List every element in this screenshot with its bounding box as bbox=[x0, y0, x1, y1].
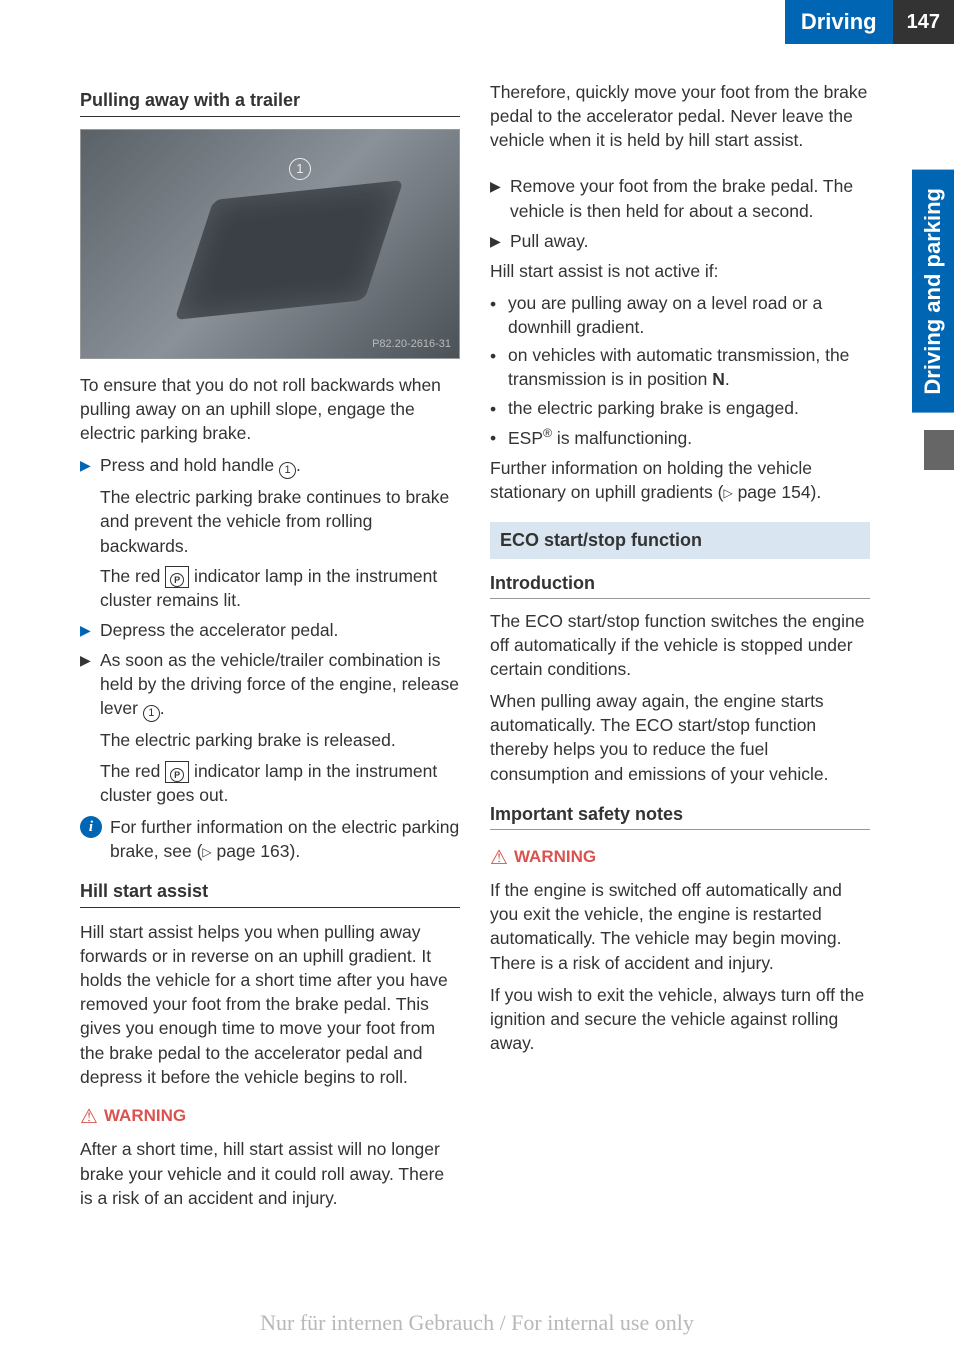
text: ESP bbox=[508, 428, 543, 448]
step-body: Pull away. bbox=[510, 229, 870, 253]
list-item: • you are pulling away on a level road o… bbox=[490, 291, 870, 339]
text: page 154). bbox=[733, 482, 822, 502]
warning-label: WARNING bbox=[514, 847, 596, 866]
heading-hill-start: Hill start assist bbox=[80, 879, 460, 908]
heading-trailer: Pulling away with a trailer bbox=[80, 88, 460, 117]
warning-triangle-icon: ⚠ bbox=[490, 845, 508, 873]
heading-safety-notes: Important safety notes bbox=[490, 802, 870, 830]
parking-indicator-icon: P bbox=[165, 761, 189, 783]
step-body: Depress the accelerator pedal. bbox=[100, 618, 460, 642]
heading-introduction: Introduction bbox=[490, 571, 870, 599]
figure-callout-1: 1 bbox=[289, 158, 311, 180]
text: The red bbox=[100, 761, 165, 781]
figure-shape bbox=[175, 180, 404, 320]
info-icon: i bbox=[80, 816, 102, 838]
step-body: Press and hold handle 1. bbox=[100, 453, 460, 479]
bullet-text: on vehicles with automatic transmission,… bbox=[508, 343, 870, 391]
info-note: i For further information on the electri… bbox=[80, 815, 460, 863]
bullet-text: you are pulling away on a level road or … bbox=[508, 291, 870, 339]
step-body: As soon as the vehicle/trailer combinati… bbox=[100, 648, 460, 722]
warning-heading: ⚠ WARNING bbox=[490, 844, 870, 873]
warning-paragraph: If the engine is switched off automatica… bbox=[490, 878, 870, 975]
text-bold: N bbox=[712, 369, 725, 389]
bullet-icon: • bbox=[490, 343, 508, 391]
step-pull-away: ▶ Pull away. bbox=[490, 229, 870, 253]
figure-parking-brake: 1 P82.20-2616-31 bbox=[80, 129, 460, 359]
warning-triangle-icon: ⚠ bbox=[80, 1104, 98, 1132]
step-text-end: . bbox=[160, 698, 165, 718]
step-depress-accelerator: ▶ Depress the accelerator pedal. bbox=[80, 618, 460, 642]
figure-id: P82.20-2616-31 bbox=[372, 337, 451, 352]
eco-paragraph-1: The ECO start/stop function switches the… bbox=[490, 609, 870, 681]
list-item: • ESP® is malfunctioning. bbox=[490, 425, 870, 450]
text: The red bbox=[100, 566, 165, 586]
bullet-icon: • bbox=[490, 291, 508, 339]
warning-label: WARNING bbox=[104, 1106, 186, 1125]
bullet-text: the electric parking brake is engaged. bbox=[508, 396, 870, 421]
section-heading-eco: ECO start/stop function bbox=[490, 522, 870, 559]
eco-paragraph-2: When pulling away again, the engine star… bbox=[490, 689, 870, 786]
side-thumb-marker bbox=[924, 430, 954, 470]
page-ref-icon: ▷ bbox=[202, 844, 211, 861]
step-arrow-icon: ▶ bbox=[80, 648, 100, 722]
content-area: Pulling away with a trailer 1 P82.20-261… bbox=[80, 80, 870, 1218]
step-sub-text: The red P indicator lamp in the instrume… bbox=[100, 564, 460, 612]
text: page 163). bbox=[212, 841, 301, 861]
left-column: Pulling away with a trailer 1 P82.20-261… bbox=[80, 80, 460, 1218]
warning-continuation: Therefore, quickly move your foot from t… bbox=[490, 80, 870, 152]
registered-mark: ® bbox=[543, 426, 552, 440]
step-arrow-icon: ▶ bbox=[490, 229, 510, 253]
text: on vehicles with automatic transmission,… bbox=[508, 345, 849, 389]
step-release-lever: ▶ As soon as the vehicle/trailer combina… bbox=[80, 648, 460, 722]
watermark-text: Nur für internen Gebrauch / For internal… bbox=[0, 1310, 954, 1336]
side-tab: Driving and parking bbox=[912, 170, 954, 413]
step-sub-text: The red P indicator lamp in the instrume… bbox=[100, 759, 460, 807]
list-item: • the electric parking brake is engaged. bbox=[490, 396, 870, 421]
trailer-intro-text: To ensure that you do not roll backwards… bbox=[80, 373, 460, 445]
step-text-end: . bbox=[296, 455, 301, 475]
warning-paragraph: If you wish to exit the vehicle, always … bbox=[490, 983, 870, 1055]
page-ref-icon: ▷ bbox=[723, 485, 732, 502]
warning-heading: ⚠ WARNING bbox=[80, 1103, 460, 1132]
callout-1-icon: 1 bbox=[279, 462, 296, 479]
step-arrow-icon: ▶ bbox=[80, 453, 100, 479]
step-arrow-icon: ▶ bbox=[80, 618, 100, 642]
step-remove-foot: ▶ Remove your foot from the brake pedal.… bbox=[490, 174, 870, 222]
bullet-icon: • bbox=[490, 396, 508, 421]
callout-1-icon: 1 bbox=[143, 705, 160, 722]
step-arrow-icon: ▶ bbox=[490, 174, 510, 222]
further-info-text: Further information on holding the vehic… bbox=[490, 456, 870, 504]
text: is malfunctioning. bbox=[552, 428, 692, 448]
bullet-icon: • bbox=[490, 425, 508, 450]
warning-paragraph: After a short time, hill start assist wi… bbox=[80, 1137, 460, 1209]
header-section-title: Driving bbox=[785, 0, 893, 44]
hill-inactive-intro: Hill start assist is not active if: bbox=[490, 259, 870, 283]
step-body: Remove your foot from the brake pedal. T… bbox=[510, 174, 870, 222]
right-column: Therefore, quickly move your foot from t… bbox=[490, 80, 870, 1218]
page-header: Driving 147 bbox=[0, 0, 954, 44]
step-sub-text: The electric parking brake is released. bbox=[100, 728, 460, 752]
step-sub-text: The electric parking brake continues to … bbox=[100, 485, 460, 557]
hill-start-paragraph: Hill start assist helps you when pulling… bbox=[80, 920, 460, 1089]
info-text: For further information on the electric … bbox=[110, 815, 460, 863]
header-page-number: 147 bbox=[893, 0, 954, 44]
list-item: • on vehicles with automatic transmissio… bbox=[490, 343, 870, 391]
step-press-handle: ▶ Press and hold handle 1. bbox=[80, 453, 460, 479]
text: . bbox=[725, 369, 730, 389]
step-text: Press and hold handle bbox=[100, 455, 279, 475]
bullet-text: ESP® is malfunctioning. bbox=[508, 425, 870, 450]
parking-indicator-icon: P bbox=[165, 566, 189, 588]
